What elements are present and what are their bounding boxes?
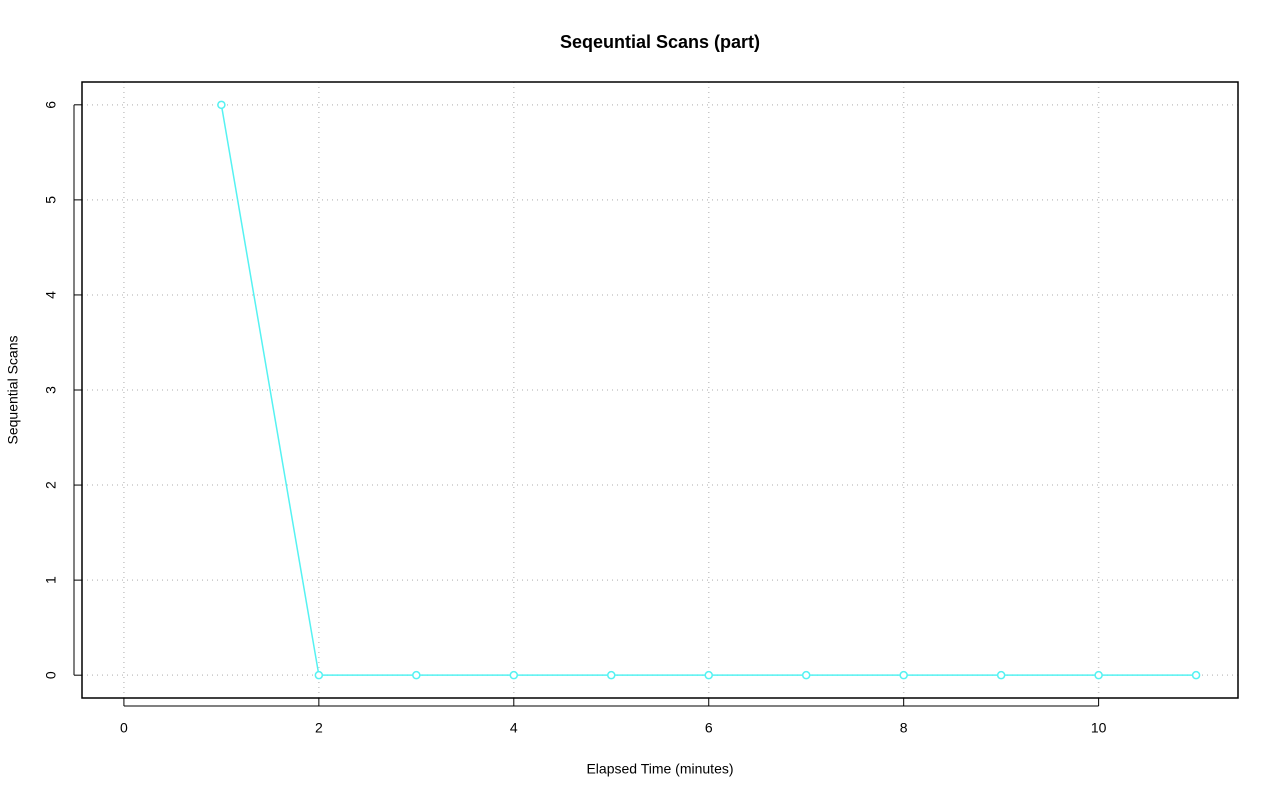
y-tick-label: 5 <box>43 196 59 204</box>
y-tick-label: 4 <box>43 291 59 299</box>
data-point <box>996 670 1006 680</box>
plot-frame <box>81 81 1239 699</box>
x-axis-label: Elapsed Time (minutes) <box>586 761 733 777</box>
x-tick-label: 10 <box>1091 720 1107 736</box>
y-axis-label: Sequential Scans <box>5 336 21 445</box>
data-point <box>509 670 519 680</box>
x-tick-label: 8 <box>900 720 908 736</box>
x-tick-label: 0 <box>120 720 128 736</box>
y-tick-label: 0 <box>43 671 59 679</box>
y-tick-label: 3 <box>43 386 59 394</box>
x-tick-label: 4 <box>510 720 518 736</box>
data-point <box>314 670 324 680</box>
data-point <box>801 670 811 680</box>
data-point <box>704 670 713 680</box>
data-point <box>1191 670 1201 680</box>
y-tick-label: 6 <box>43 101 59 109</box>
data-point <box>412 670 421 680</box>
x-tick-label: 2 <box>315 720 323 736</box>
data-point <box>899 670 908 680</box>
y-tick-label: 1 <box>43 576 59 584</box>
chart-title: Seqeuntial Scans (part) <box>560 32 760 52</box>
x-tick-label: 6 <box>705 720 713 736</box>
data-point <box>217 100 226 110</box>
data-point <box>607 670 616 680</box>
data-point <box>1094 670 1103 680</box>
y-tick-label: 2 <box>43 481 59 489</box>
